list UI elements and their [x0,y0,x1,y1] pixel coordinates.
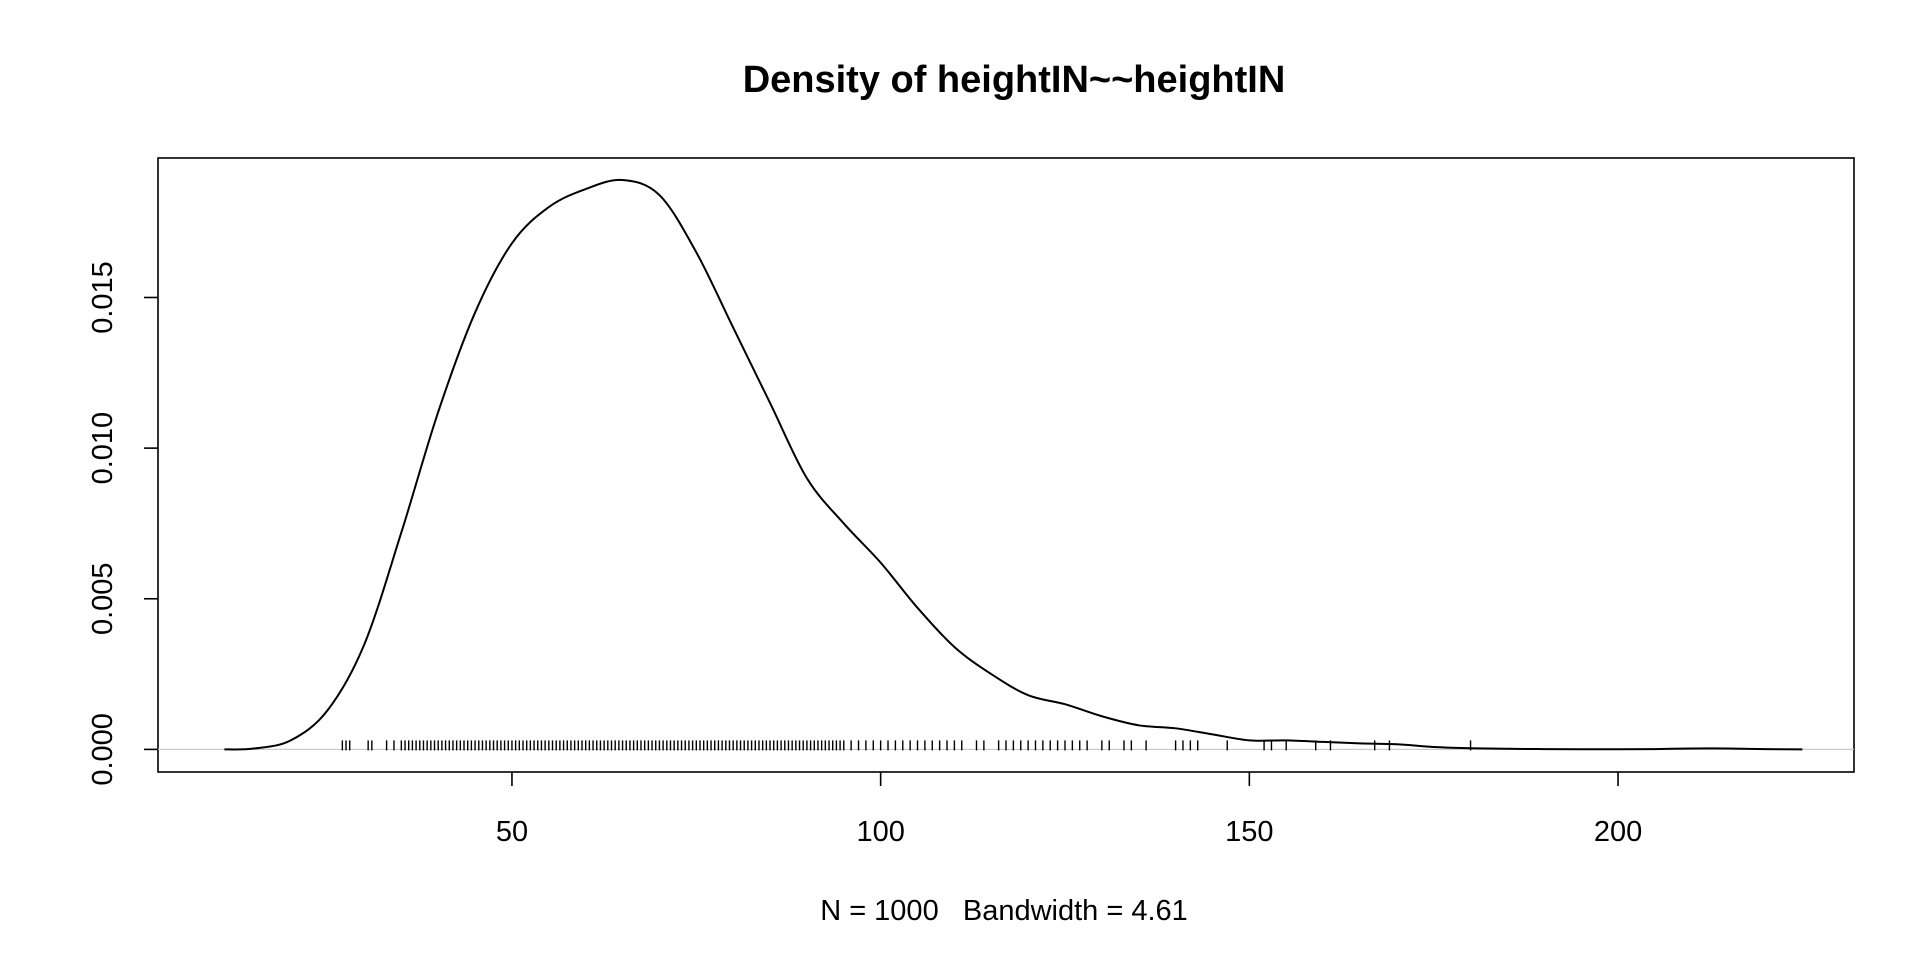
y-tick-label: 0.015 [87,261,119,334]
y-tick-label: 0.010 [87,412,119,485]
x-axis: 50 100 150 200 [496,772,1642,848]
x-axis-label: N = 1000 Bandwidth = 4.61 [820,895,1188,927]
x-tick-label: 200 [1594,816,1642,848]
x-tick-label: 150 [1225,816,1273,848]
x-tick-label: 50 [496,816,528,848]
x-tick-label: 100 [856,816,904,848]
y-tick-label: 0.005 [87,562,119,635]
plot-area-frame [157,157,1855,773]
density-curve [224,178,1803,751]
chart-title: Density of heightIN~~heightIN [743,59,1286,101]
y-axis: 0.000 0.005 0.010 0.015 [87,261,158,786]
y-tick-label: 0.000 [87,713,119,786]
rug-marks [341,740,1472,751]
